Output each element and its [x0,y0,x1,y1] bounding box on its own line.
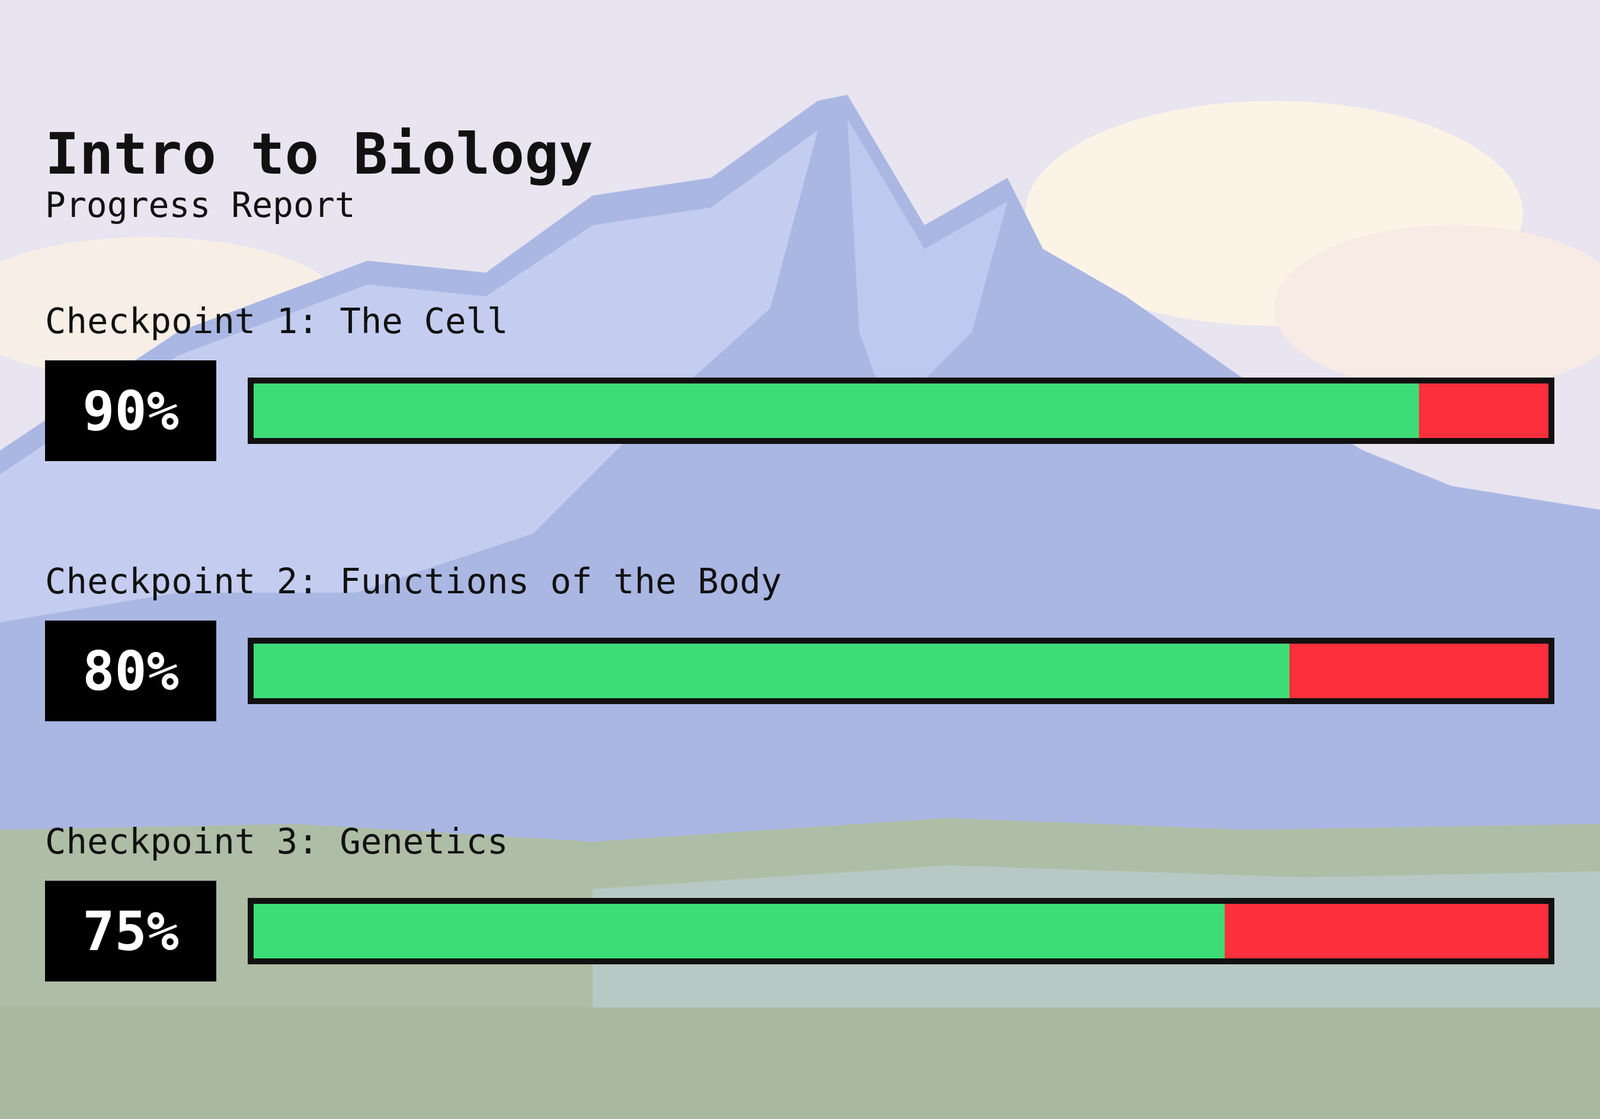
bar-track [253,903,1549,959]
data-label: 90% [82,379,179,443]
bar-group [253,643,1290,699]
label-box [45,880,217,982]
subtitle: Progress Report [45,184,356,226]
rows: Checkpoint 1: The Cell 90% Checkpoint 2: F… [45,300,1555,982]
progress-row: Checkpoint 3: Genetics 75% [45,820,1555,982]
mountain [0,94,1600,1119]
bar-frame [247,637,1555,704]
cloud [1274,225,1600,392]
progress-row: Checkpoint 2: Functions of the Body 80% [45,560,1555,722]
category-label: Checkpoint 1: The Cell [45,300,508,342]
sky [0,0,1600,1119]
background [0,0,1600,1119]
bar-track [253,383,1549,438]
progress-bar [253,383,1420,438]
bar-track [253,643,1549,699]
meadow [0,1007,1600,1119]
mountain-snow [0,130,818,623]
data-label: 75% [82,900,179,963]
progress-bar [253,903,1225,959]
category-label: Checkpoint 2: Functions of the Body [45,560,782,602]
bar-frame [247,377,1555,444]
mountain-snow [847,118,1008,415]
bar-group [253,383,1420,438]
chart-canvas: Intro to BiologyProgress Report Checkpoin… [0,0,1600,1119]
label-box [45,360,217,462]
title: Intro to Biology [45,120,594,188]
data-label: 80% [82,640,179,703]
progress-bar [253,643,1290,699]
bar-frame [247,897,1555,965]
label-box [45,620,217,722]
bar-group [253,903,1225,959]
progress-row: Checkpoint 1: The Cell 90% [45,300,1555,462]
meadow [0,817,1600,1119]
category-label: Checkpoint 3: Genetics [45,820,508,862]
